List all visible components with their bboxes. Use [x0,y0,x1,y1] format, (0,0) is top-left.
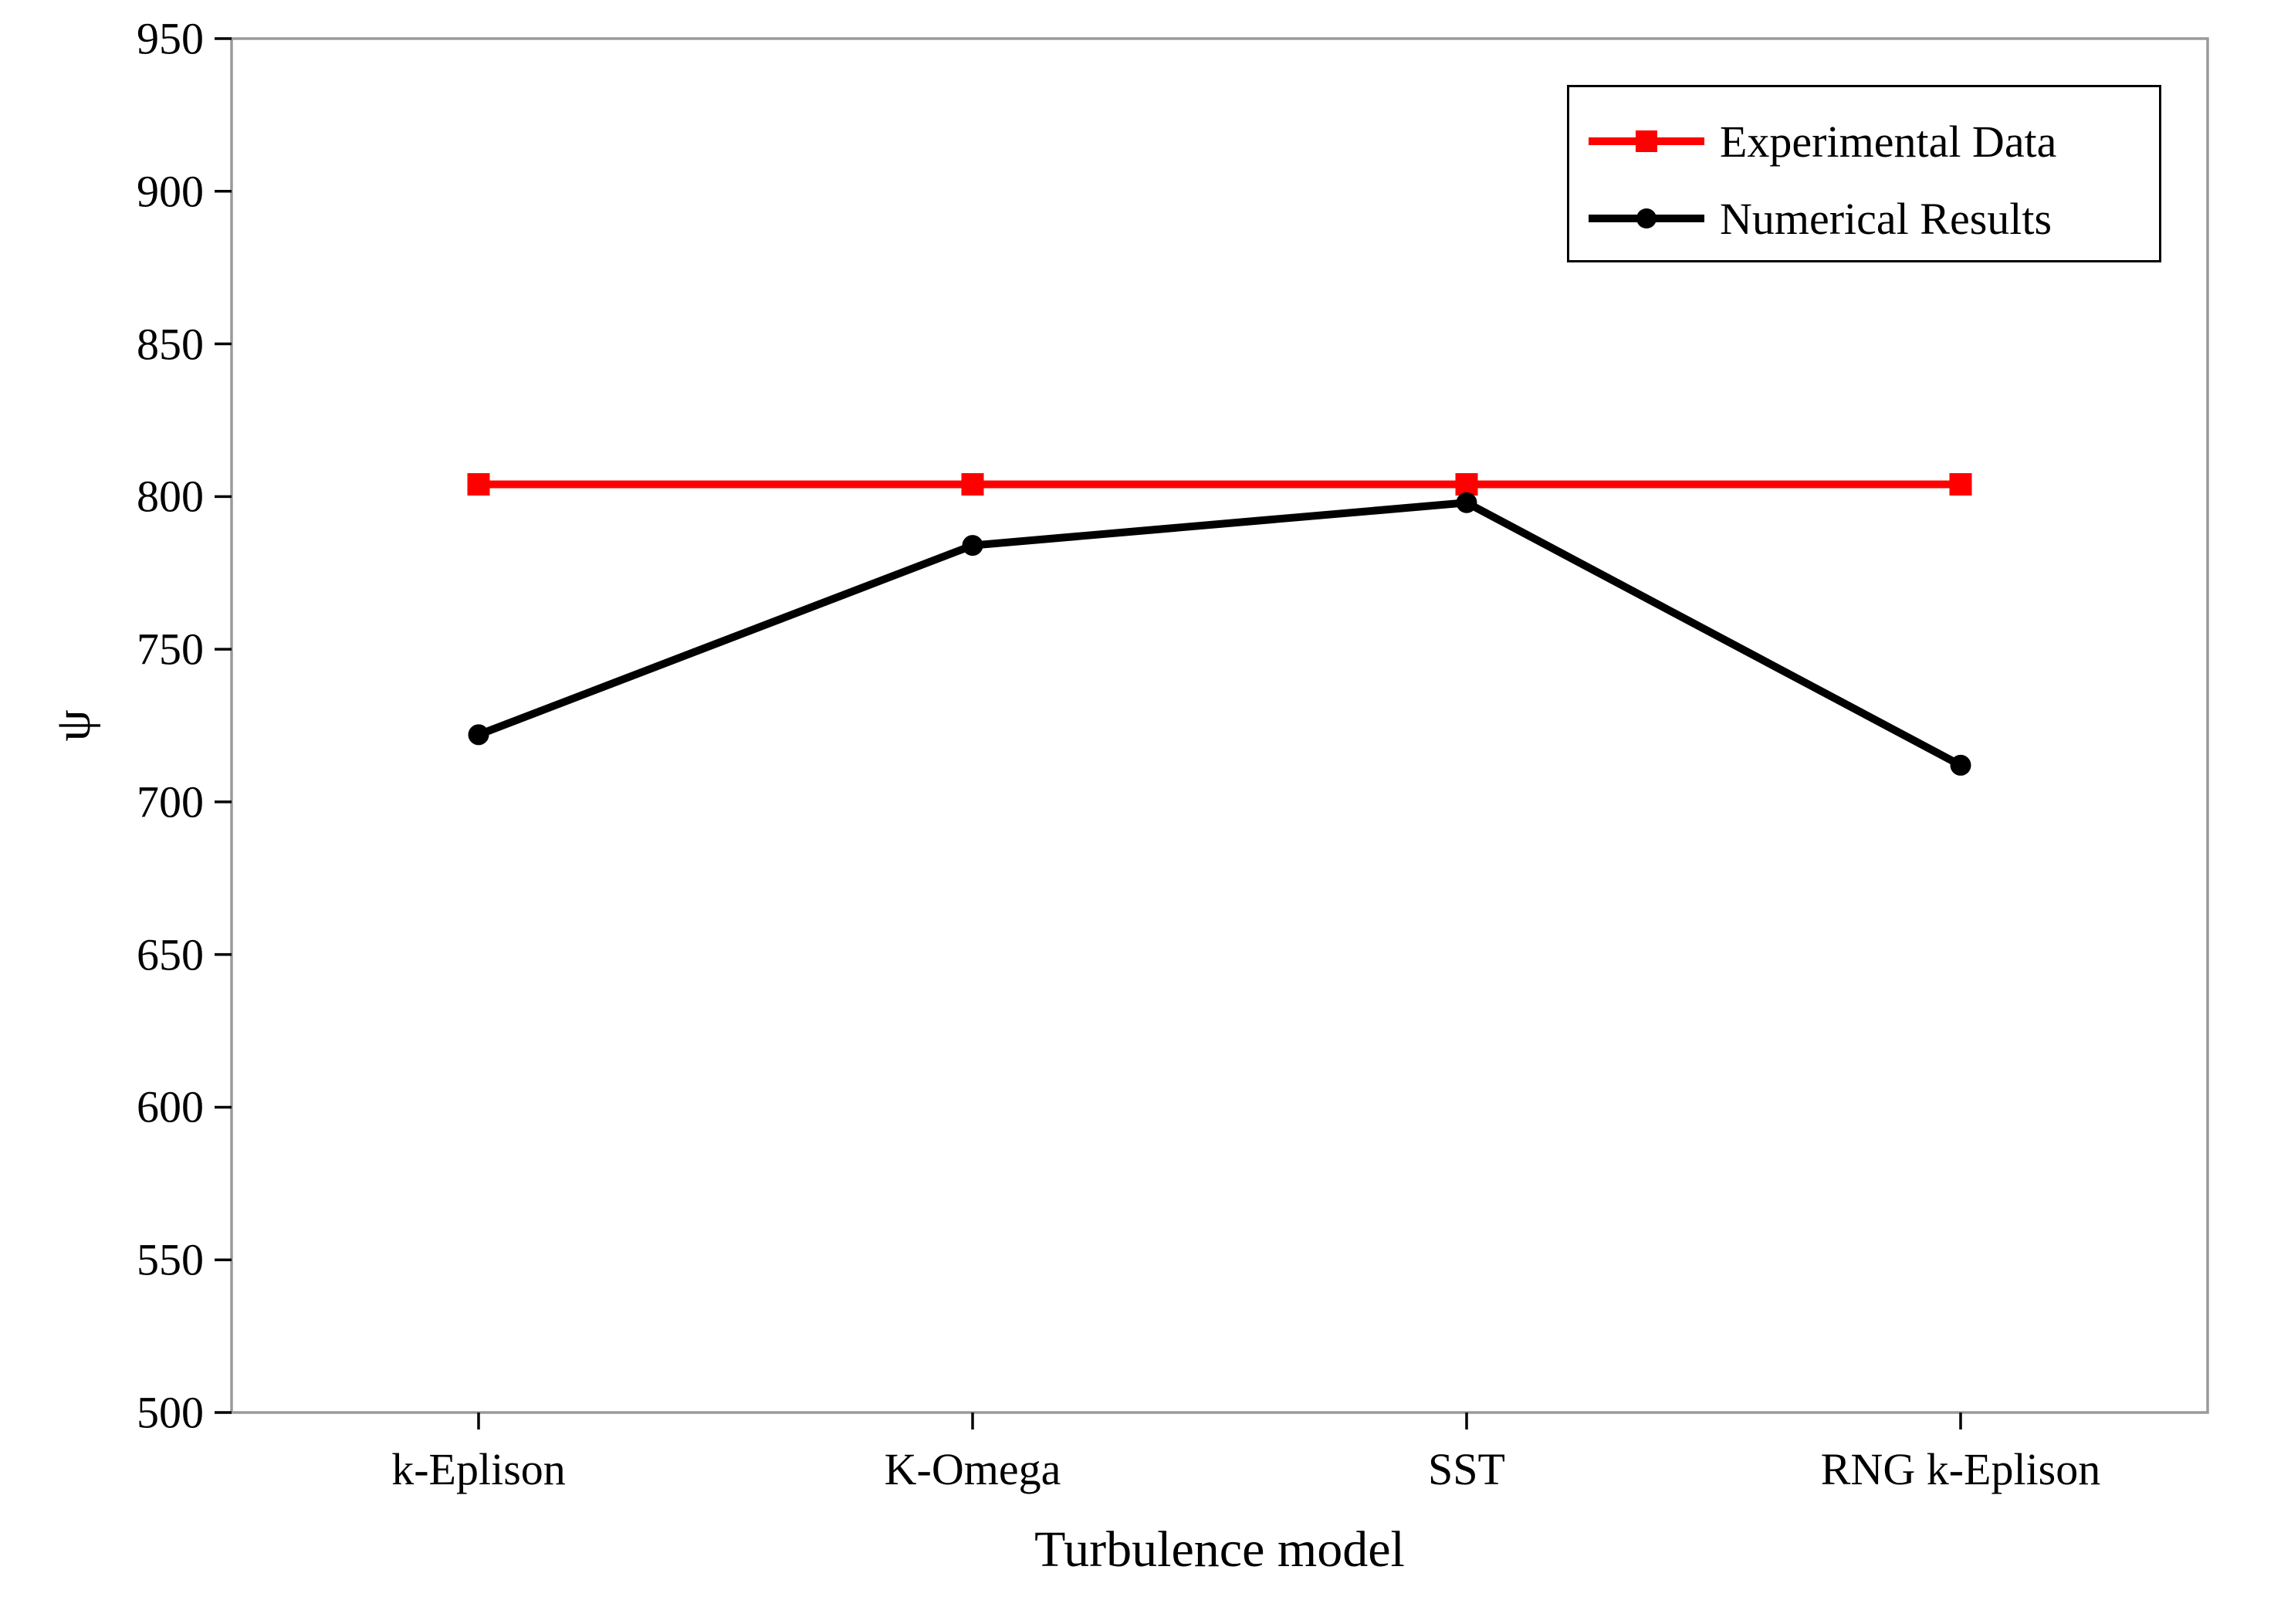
legend-entry: Numerical Results [1589,180,2052,257]
x-tick-label: RNG k-Eplison [1821,1443,2101,1495]
y-tick-label: 850 [137,318,204,370]
y-tick-label: 750 [137,624,204,675]
y-tick-label: 800 [137,471,204,523]
legend-entry: Experimental Data [1589,103,2056,180]
x-tick-label: SST [1428,1443,1505,1495]
legend-label: Numerical Results [1720,193,2052,245]
y-tick-label: 550 [137,1234,204,1286]
x-tick-label: k-Eplison [391,1443,566,1495]
chart-wrapper: ψ Turbulence model Experimental DataNume… [0,0,2291,1624]
y-tick-label: 950 [137,13,204,65]
y-tick-label: 700 [137,776,204,827]
y-tick-label: 500 [137,1387,204,1439]
y-tick-label: 900 [137,165,204,217]
x-tick-label: K-Omega [885,1443,1061,1495]
y-tick-label: 600 [137,1081,204,1133]
legend-swatch [1589,118,1704,164]
legend-label: Experimental Data [1720,116,2056,167]
legend-swatch [1589,195,1704,242]
y-tick-label: 650 [137,929,204,980]
legend-box: Experimental Data Numerical Results [1567,85,2161,262]
